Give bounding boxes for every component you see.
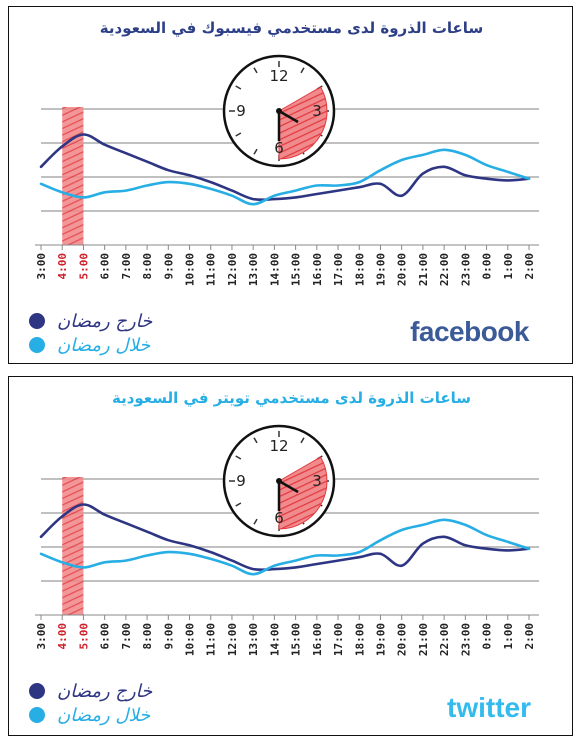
x-tick-label: 23:00	[459, 623, 472, 656]
clock-peak-wedge	[278, 456, 328, 530]
series-line-outside-ramadan	[39, 133, 531, 202]
x-tick-label: 12:00	[226, 623, 239, 656]
x-tick-label: 9:00	[162, 623, 175, 650]
clock-center	[276, 478, 282, 484]
x-tick-label: 20:00	[396, 623, 409, 656]
clock-number-9: 9	[236, 472, 246, 490]
clock-tick	[300, 437, 305, 444]
clock-center	[276, 108, 282, 114]
x-tick-label: 17:00	[332, 253, 345, 286]
x-tick-label: 2:00	[523, 253, 536, 280]
facebook-line-chart: ساعات الذروة لدى مستخدمي فيسبوك في السعو…	[29, 19, 539, 356]
series-line-outside-ramadan	[39, 503, 531, 572]
facebook-logo: facebook	[410, 316, 530, 347]
legend-marker-during-ramadan	[29, 337, 45, 353]
twitter-line-chart: ساعات الذروة لدى مستخدمي تويتر في السعود…	[29, 389, 539, 726]
x-tick-label: 17:00	[332, 623, 345, 656]
x-tick-label: 4:00	[56, 623, 69, 650]
x-tick-label: 23:00	[459, 253, 472, 286]
series-line-during-ramadan	[39, 518, 531, 576]
clock-tick	[235, 85, 242, 90]
clock-tick	[253, 518, 258, 525]
clock-number-12: 12	[269, 437, 288, 455]
clock-tick	[235, 455, 242, 460]
clock-icon: 12 3 6 9	[222, 424, 336, 538]
x-tick-label: 10:00	[184, 253, 197, 286]
legend-label-outside-ramadan: خارج رمضان	[57, 681, 153, 702]
clock-hour-hand	[278, 479, 299, 494]
legend-marker-outside-ramadan	[29, 683, 45, 699]
peak-hours-highlight	[62, 477, 84, 615]
x-tick-label: 9:00	[162, 253, 175, 280]
x-tick-label: 15:00	[290, 623, 303, 656]
legend-marker-outside-ramadan	[29, 313, 45, 329]
peak-hours-highlight	[62, 107, 84, 245]
x-tick-label: 8:00	[141, 253, 154, 280]
clock-tick	[253, 437, 258, 444]
x-tick-label: 16:00	[311, 253, 324, 286]
clock-tick	[235, 502, 242, 507]
x-tick-label: 16:00	[311, 623, 324, 656]
x-tick-label: 14:00	[268, 253, 281, 286]
x-tick-label: 22:00	[438, 253, 451, 286]
x-tick-label: 12:00	[226, 253, 239, 286]
x-tick-label: 11:00	[205, 623, 218, 656]
x-tick-label: 3:00	[35, 623, 48, 650]
clock-number-3: 3	[312, 102, 322, 120]
x-tick-label: 21:00	[417, 623, 430, 656]
legend-label-during-ramadan: خلال رمضان	[57, 705, 151, 726]
clock-number-12: 12	[269, 67, 288, 85]
x-tick-label: 20:00	[396, 253, 409, 286]
clock-tick	[253, 148, 258, 155]
x-tick-label: 18:00	[353, 253, 366, 286]
x-tick-label: 13:00	[247, 253, 260, 286]
x-tick-label: 2:00	[523, 623, 536, 650]
clock-tick	[235, 132, 242, 137]
clock-peak-wedge	[278, 86, 328, 160]
clock-number-9: 9	[236, 102, 246, 120]
x-tick-label: 7:00	[120, 253, 133, 280]
x-tick-label: 15:00	[290, 253, 303, 286]
x-tick-label: 1:00	[502, 623, 515, 650]
twitter-logo: twitter	[447, 692, 531, 723]
x-tick-label: 6:00	[99, 623, 112, 650]
chart-title: ساعات الذروة لدى مستخدمي تويتر في السعود…	[112, 389, 471, 407]
x-tick-label: 4:00	[56, 253, 69, 280]
clock-number-6: 6	[274, 509, 284, 527]
clock-tick	[253, 67, 258, 74]
chart-title: ساعات الذروة لدى مستخدمي فيسبوك في السعو…	[100, 19, 483, 37]
x-tick-label: 6:00	[99, 253, 112, 280]
legend-label-outside-ramadan: خارج رمضان	[57, 311, 153, 332]
clock-icon: 12 3 6 9	[222, 54, 336, 168]
x-tick-label: 18:00	[353, 623, 366, 656]
legend-label-during-ramadan: خلال رمضان	[57, 335, 151, 356]
x-tick-label: 0:00	[481, 623, 494, 650]
clock-tick	[300, 67, 305, 74]
x-tick-label: 0:00	[481, 253, 494, 280]
legend-marker-during-ramadan	[29, 707, 45, 723]
clock-number-3: 3	[312, 472, 322, 490]
x-tick-label: 19:00	[374, 253, 387, 286]
x-tick-label: 22:00	[438, 623, 451, 656]
facebook-chart-panel: ساعات الذروة لدى مستخدمي فيسبوك في السعو…	[8, 6, 573, 364]
clock-hour-hand	[278, 109, 299, 124]
x-tick-label: 8:00	[141, 623, 154, 650]
x-tick-label: 5:00	[77, 253, 90, 280]
x-tick-label: 13:00	[247, 623, 260, 656]
x-tick-label: 19:00	[374, 623, 387, 656]
x-tick-label: 11:00	[205, 253, 218, 286]
x-tick-label: 7:00	[120, 623, 133, 650]
twitter-chart-panel: ساعات الذروة لدى مستخدمي تويتر في السعود…	[8, 376, 573, 736]
x-tick-label: 3:00	[35, 253, 48, 280]
x-tick-label: 21:00	[417, 253, 430, 286]
series-line-during-ramadan	[39, 148, 531, 206]
x-tick-label: 14:00	[268, 623, 281, 656]
x-tick-label: 5:00	[77, 623, 90, 650]
x-tick-label: 10:00	[184, 623, 197, 656]
x-tick-label: 1:00	[502, 253, 515, 280]
clock-number-6: 6	[274, 139, 284, 157]
